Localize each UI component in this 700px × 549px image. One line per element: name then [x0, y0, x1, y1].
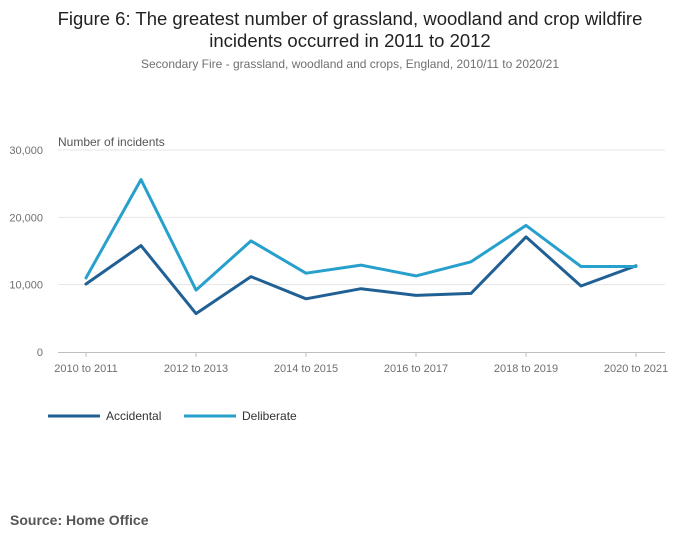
y-tick-label: 20,000 [9, 212, 43, 224]
x-axis: 2010 to 2011 2012 to 2013 2014 to 2015 2016… [54, 352, 668, 375]
series-line-deliberate [84, 178, 638, 292]
chart-title-line-2: incidents occurred in 2011 to 2012 [209, 30, 491, 51]
y-tick-label: 0 [37, 347, 43, 359]
legend: Accidental Deliberate [48, 409, 297, 423]
x-tick-label: 2012 to 2013 [164, 363, 228, 375]
chart-title-line-1: Figure 6: The greatest number of grassla… [57, 8, 643, 29]
chart-subtitle: Secondary Fire - grassland, woodland and… [140, 57, 560, 71]
y-axis-label: Number of incidents [58, 135, 165, 149]
source-note: Source: Home Office [10, 512, 149, 528]
series-lines [84, 178, 638, 316]
x-tick-label: 2010 to 2011 [54, 363, 117, 375]
chart-title: Figure 6: The greatest number of grassla… [0, 8, 700, 52]
legend-label-accidental: Accidental [106, 409, 161, 423]
x-tick-label: 2020 to 2021 [604, 363, 668, 375]
x-tick-label: 2016 to 2017 [384, 363, 448, 375]
x-tick-label: 2018 to 2019 [494, 363, 558, 375]
y-tick-label: 30,000 [9, 145, 43, 157]
y-tick-label: 10,000 [9, 280, 43, 292]
x-tick-label: 2014 to 2015 [274, 363, 338, 375]
y-axis-ticks: 0 10,000 20,000 30,000 [9, 145, 43, 359]
legend-label-deliberate: Deliberate [242, 409, 297, 423]
series-line-accidental [84, 235, 638, 316]
